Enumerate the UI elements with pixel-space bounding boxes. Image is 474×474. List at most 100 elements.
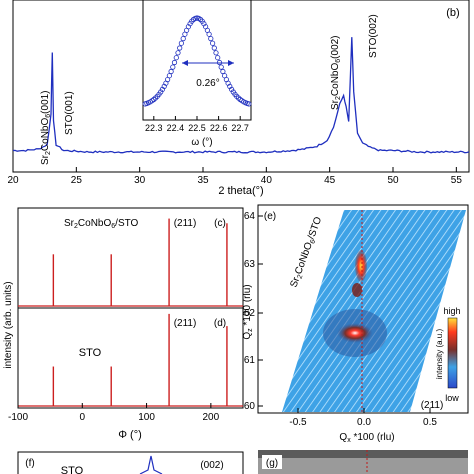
panel-b-x-tick-label: 50 <box>387 175 399 186</box>
panel-f-sample-label: STO <box>61 465 84 474</box>
panel-e-x-tick-label: 0.0 <box>357 417 371 428</box>
inset-x-tick-label: 22.6 <box>210 123 228 133</box>
inset-data-point <box>197 16 204 23</box>
panel-f-peak <box>139 455 163 474</box>
panel-f: (f) STO (002) <box>17 451 244 474</box>
panel-e-x-tick-label: 0.5 <box>423 417 437 428</box>
inset-data-point <box>166 73 172 79</box>
colorbar-high-label: high <box>443 306 460 316</box>
inset-data-point <box>211 45 217 51</box>
panel-e-ylabel: Qz *100 (rlu) <box>242 284 254 339</box>
panel-b-x-tick-label: 20 <box>7 175 19 186</box>
panel-c-letter: (c) <box>214 218 226 229</box>
inset-data-point <box>151 96 157 103</box>
panel-b-x-tick-label: 35 <box>197 175 209 186</box>
panel-b-x-tick-label: 30 <box>134 175 146 186</box>
annotation-sr2conbo6-002: Sr2CoNbO6(002) <box>330 35 342 110</box>
panel-d-letter: (d) <box>214 318 226 329</box>
inset-data-point <box>178 40 184 46</box>
inset-data-point <box>235 95 242 101</box>
panel-g: (g) <box>258 450 468 474</box>
panel-e-x-ticks: -0.5 0.0 0.5 <box>289 408 437 428</box>
panel-b-frame <box>12 0 470 173</box>
panel-d-peaks <box>18 313 243 407</box>
panel-b-x-tick-label: 40 <box>261 175 273 186</box>
panel-f-letter: (f) <box>25 458 34 469</box>
panel-d-x-tick-label: 100 <box>138 412 155 423</box>
inset-x-ticks: 22.3 22.4 22.5 22.6 22.7 <box>145 116 249 133</box>
panel-e: 60 61 62 63 64 -0.5 0.0 0.5 Qz *100 (rlu) Qx *… <box>242 204 469 444</box>
inset-rocking-curve: 22.3 22.4 22.5 22.6 22.7 0.26° ω (°) <box>142 0 252 148</box>
inset-data-point <box>170 64 176 70</box>
annotation-sr2conbo6-001: Sr2CoNbO6(001) <box>40 90 52 165</box>
inset-x-tick-label: 22.5 <box>188 123 206 133</box>
panel-d-x-ticks: -100 0 100 200 <box>8 403 220 423</box>
panel-b-x-tick-label: 45 <box>324 175 336 186</box>
inset-data-point <box>173 55 179 61</box>
inset-data-point <box>229 86 235 93</box>
panel-e-y-tick-label: 64 <box>244 211 256 222</box>
shared-ylabel: intensity (arb. units) <box>3 281 14 368</box>
panel-c: Sr2CoNbO6/STO (211) (c) <box>17 207 244 309</box>
panel-b-series-line <box>12 37 470 154</box>
panel-c-hkl: (211) <box>174 218 197 229</box>
rsm-film-tail <box>352 283 362 297</box>
panel-c-sample-label: Sr2CoNbO6/STO <box>64 218 139 230</box>
panel-c-peaks <box>18 218 243 307</box>
inset-data-point <box>210 40 216 46</box>
panel-e-frame <box>257 204 469 414</box>
inset-data-point <box>180 35 186 42</box>
fwhm-arrow-left-head <box>182 60 188 66</box>
inset-data-point <box>168 68 174 75</box>
panel-b-xlabel: 2 theta(°) <box>218 185 263 197</box>
colorbar-title: intensity (a.u.) <box>435 329 444 380</box>
panel-e-sample-label: Sr2CoNbO6/STO <box>288 215 325 289</box>
inset-data-point <box>218 64 224 70</box>
panel-b-x-ticks: 20 25 30 35 40 45 50 55 <box>7 167 462 186</box>
panel-d: STO (211) (d) -100 0 100 200 Φ (°) <box>8 307 244 441</box>
panel-e-y-tick-label: 61 <box>244 355 256 366</box>
inset-data-points <box>142 15 252 107</box>
panel-b-x-tick-label: 55 <box>451 175 463 186</box>
fwhm-arrow-right-head <box>228 60 234 66</box>
rsm-film-peak <box>355 250 367 282</box>
panel-g-letter: (g) <box>266 458 278 469</box>
inset-x-tick-label: 22.7 <box>231 123 249 133</box>
inset-data-point <box>206 31 212 37</box>
panel-f-hkl: (002) <box>200 460 223 471</box>
fwhm-label: 0.26° <box>196 78 219 89</box>
inset-data-point <box>177 45 183 51</box>
panel-d-sample-label: STO <box>79 347 102 359</box>
colorbar <box>447 317 458 389</box>
panel-e-xlabel: Qx *100 (rlu) <box>339 432 394 444</box>
panel-d-x-tick-label: -100 <box>8 412 28 423</box>
panel-e-y-tick-label: 60 <box>244 401 256 412</box>
inset-x-tick-label: 22.4 <box>167 123 185 133</box>
inset-xlabel: ω (°) <box>191 137 212 148</box>
inset-data-point <box>208 35 214 42</box>
inset-data-point <box>213 50 219 56</box>
panel-e-letter: (e) <box>264 211 276 222</box>
inset-x-tick-label: 22.3 <box>145 123 163 133</box>
panel-d-x-tick-label: 200 <box>203 412 220 423</box>
panel-b: 20 25 30 35 40 45 50 55 2 theta(°) (b) Sr2CoNbO… <box>7 0 470 197</box>
inset-data-point <box>189 18 195 24</box>
panel-d-x-tick-label: 0 <box>80 412 86 423</box>
panel-e-y-tick-label: 62 <box>244 308 256 319</box>
inset-data-point <box>215 55 221 61</box>
panel-g-letter-bg <box>262 455 282 469</box>
inset-frame <box>142 0 252 121</box>
panel-e-y-tick-label: 63 <box>244 259 256 270</box>
colorbar-low-label: low <box>445 393 459 403</box>
panel-f-frame <box>17 451 244 474</box>
rsm-substrate-peak <box>337 323 373 343</box>
inset-data-point <box>171 59 178 66</box>
panel-b-letter: (b) <box>446 7 459 19</box>
panel-b-x-tick-label: 25 <box>71 175 83 186</box>
panel-d-frame <box>17 307 244 409</box>
inset-data-point <box>175 50 181 56</box>
rsm-map-region <box>282 210 466 412</box>
panel-g-bright-band <box>258 458 468 474</box>
annotation-sto-001: STO(001) <box>64 91 75 135</box>
